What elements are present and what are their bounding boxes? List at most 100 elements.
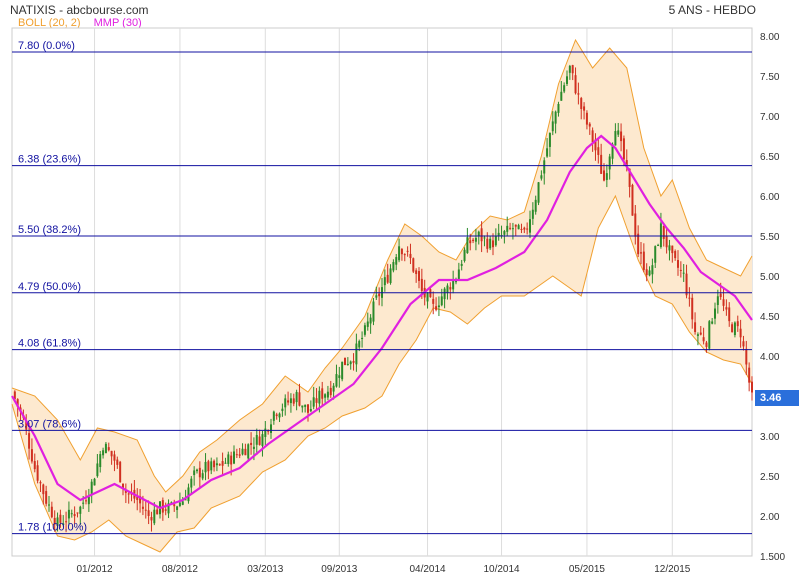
candle-body bbox=[617, 130, 620, 135]
candle-body bbox=[585, 112, 588, 125]
candle-body bbox=[289, 398, 292, 404]
candle-body bbox=[198, 467, 201, 478]
candle-body bbox=[90, 481, 93, 494]
candle-body bbox=[398, 246, 401, 261]
candle-body bbox=[494, 236, 497, 246]
candle-body bbox=[295, 391, 298, 403]
candle-body bbox=[315, 398, 318, 403]
candle-body bbox=[53, 517, 56, 525]
candle-body bbox=[620, 131, 623, 142]
candle-body bbox=[443, 288, 446, 300]
candle-body bbox=[119, 461, 122, 483]
x-tick-label: 12/2015 bbox=[654, 564, 691, 575]
candle-body bbox=[173, 504, 176, 507]
candle-body bbox=[304, 404, 307, 407]
candle-body bbox=[287, 400, 290, 403]
candle-body bbox=[102, 450, 105, 456]
candle-body bbox=[748, 367, 751, 383]
candle-body bbox=[107, 447, 110, 451]
candle-body bbox=[358, 341, 361, 348]
candle-body bbox=[227, 454, 230, 464]
candle-body bbox=[611, 144, 614, 159]
candle-body bbox=[492, 240, 494, 248]
candle-body bbox=[167, 503, 170, 514]
fib-label: 4.08 (61.8%) bbox=[18, 338, 81, 350]
candle-body bbox=[355, 343, 358, 365]
y-tick-label: 4.00 bbox=[760, 352, 780, 363]
candle-body bbox=[546, 148, 549, 157]
candle-body bbox=[59, 514, 62, 523]
candle-body bbox=[691, 297, 694, 320]
candle-body bbox=[474, 237, 477, 242]
candle-body bbox=[332, 385, 335, 392]
legend-mmp: MMP (30) bbox=[93, 17, 142, 29]
candle-body bbox=[349, 361, 352, 365]
candle-body bbox=[56, 517, 59, 526]
candle-body bbox=[580, 98, 583, 110]
candle-body bbox=[679, 269, 682, 271]
candle-body bbox=[566, 76, 568, 84]
candle-body bbox=[483, 237, 486, 239]
candle-body bbox=[79, 506, 82, 514]
candle-body bbox=[238, 454, 241, 456]
candle-body bbox=[435, 306, 438, 310]
candle-body bbox=[645, 269, 648, 276]
candle-body bbox=[432, 298, 435, 304]
candle-body bbox=[480, 228, 483, 242]
candle-body bbox=[622, 138, 625, 160]
candle-body bbox=[207, 461, 210, 472]
candle-body bbox=[210, 461, 213, 471]
candle-body bbox=[366, 321, 369, 327]
candle-body bbox=[529, 219, 531, 233]
candle-body bbox=[252, 446, 255, 449]
candle-body bbox=[156, 509, 159, 515]
candle-body bbox=[591, 130, 594, 143]
candle-body bbox=[13, 391, 16, 400]
candle-body bbox=[460, 263, 463, 266]
legend-boll: BOLL (20, 2) bbox=[18, 17, 81, 29]
candle-body bbox=[568, 65, 571, 73]
candle-body bbox=[201, 473, 204, 479]
candle-body bbox=[594, 139, 597, 151]
candle-body bbox=[344, 357, 346, 365]
candle-body bbox=[221, 461, 224, 466]
candle-body bbox=[420, 278, 423, 291]
candle-body bbox=[244, 448, 247, 456]
candle-body bbox=[346, 363, 349, 365]
candle-body bbox=[531, 209, 534, 219]
candle-body bbox=[386, 274, 389, 283]
candle-body bbox=[682, 272, 685, 274]
candle-body bbox=[702, 337, 705, 342]
fib-label: 3.07 (78.6%) bbox=[18, 418, 81, 430]
candle-body bbox=[557, 103, 560, 113]
candle-body bbox=[551, 121, 554, 132]
candle-body bbox=[469, 240, 472, 244]
period-label[interactable]: 5 ANS - HEBDO bbox=[668, 3, 756, 17]
candle-body bbox=[509, 227, 512, 229]
candle-body bbox=[96, 463, 99, 477]
candle-body bbox=[352, 361, 355, 363]
candle-body bbox=[196, 469, 198, 472]
candle-body bbox=[733, 322, 736, 336]
y-tick-label: 1.500 bbox=[760, 552, 785, 563]
x-tick-label: 03/2013 bbox=[247, 564, 284, 575]
candle-body bbox=[292, 398, 295, 404]
moving-average bbox=[11, 134, 753, 510]
candle-body bbox=[640, 252, 642, 254]
candle-body bbox=[514, 224, 517, 227]
candle-body bbox=[705, 342, 708, 347]
candle-body bbox=[489, 238, 492, 249]
candle-body bbox=[99, 454, 102, 468]
candle-body bbox=[711, 321, 714, 324]
legend: BOLL (20, 2) MMP (30) bbox=[18, 17, 152, 29]
candle-body bbox=[543, 160, 546, 174]
candle-body bbox=[600, 154, 603, 174]
candle-body bbox=[554, 111, 557, 124]
candle-body bbox=[281, 408, 284, 412]
candle-body bbox=[378, 293, 381, 297]
candle-body bbox=[141, 506, 144, 509]
candle-body bbox=[176, 506, 179, 510]
candle-body bbox=[654, 246, 657, 263]
candle-body bbox=[30, 449, 33, 462]
